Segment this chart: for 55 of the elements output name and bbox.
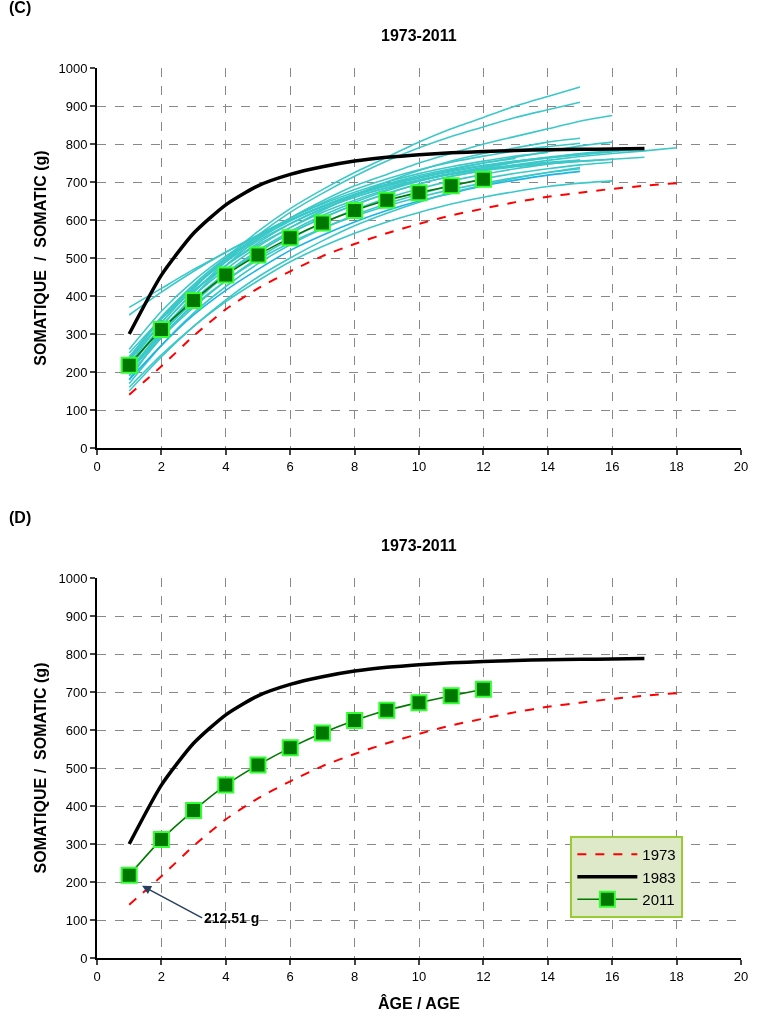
x-tick-label: 0 bbox=[93, 458, 101, 474]
annotation: 212.51 g bbox=[204, 910, 260, 926]
y-tick-label: 300 bbox=[65, 326, 88, 342]
chart-title: 1973-2011 bbox=[381, 27, 457, 44]
x-tick-label: 2 bbox=[157, 458, 166, 474]
y-tick-label: 900 bbox=[65, 608, 88, 624]
y-tick-label: 700 bbox=[65, 684, 88, 700]
y-tick-label: 1000 bbox=[58, 570, 88, 586]
x-tick-label: 18 bbox=[669, 968, 684, 984]
x-tick-label: 4 bbox=[222, 458, 230, 474]
y-tick-label: 0 bbox=[80, 950, 88, 966]
y-tick-label: 500 bbox=[65, 250, 88, 266]
x-tick-label: 6 bbox=[286, 458, 294, 474]
y-tick-label: 400 bbox=[65, 798, 88, 814]
x-tick-label: 16 bbox=[604, 968, 620, 984]
legend-label: 1983 bbox=[642, 868, 676, 886]
y-tick-label: 600 bbox=[65, 212, 88, 228]
y-tick-label: 300 bbox=[65, 836, 88, 852]
y-tick-label: 0 bbox=[80, 440, 88, 456]
y-tick-label: 500 bbox=[65, 760, 88, 776]
y-tick-label: 200 bbox=[65, 364, 88, 380]
x-tick-label: 10 bbox=[411, 968, 427, 984]
text: (D) bbox=[9, 509, 32, 526]
x-tick-label: 20 bbox=[733, 458, 749, 474]
legend-label: 2011 bbox=[642, 891, 675, 909]
x-tick-label: 16 bbox=[604, 458, 620, 474]
y-tick-label: 600 bbox=[65, 722, 88, 738]
x-tick-label: 2 bbox=[157, 968, 166, 984]
y-tick-label: 100 bbox=[65, 402, 88, 418]
x-tick-label: 14 bbox=[540, 968, 556, 984]
y-tick-label: 900 bbox=[65, 98, 88, 114]
x-tick-label: 0 bbox=[93, 968, 101, 984]
x-tick-label: 10 bbox=[411, 458, 427, 474]
y-tick-label: 800 bbox=[65, 646, 88, 662]
y-tick-label: 100 bbox=[65, 912, 88, 928]
x-tick-label: 4 bbox=[222, 968, 230, 984]
x-tick-label: 18 bbox=[669, 458, 684, 474]
x-tick-label: 6 bbox=[286, 968, 294, 984]
x-tick-label: 12 bbox=[476, 968, 491, 984]
chart-title: 1973-2011 bbox=[381, 537, 457, 554]
y-axis-title: SOMATIQUE / SOMATIC (g) bbox=[31, 662, 49, 874]
x-tick-label: 8 bbox=[350, 968, 359, 984]
x-tick-label: 14 bbox=[540, 458, 556, 474]
y-tick-label: 1000 bbox=[58, 60, 88, 76]
x-axis-title: ÂGE / AGE bbox=[377, 993, 461, 1012]
text: (C) bbox=[9, 0, 32, 16]
x-tick-label: 20 bbox=[733, 968, 749, 984]
x-tick-label: 8 bbox=[350, 458, 359, 474]
y-axis-title: SOMATIQUE / SOMATIC (g) bbox=[31, 150, 49, 366]
y-tick-label: 800 bbox=[65, 136, 88, 152]
x-tick-label: 12 bbox=[476, 458, 491, 474]
y-tick-label: 400 bbox=[65, 288, 88, 304]
y-tick-label: 700 bbox=[65, 174, 88, 190]
y-tick-label: 200 bbox=[65, 874, 88, 890]
legend-label: 1973 bbox=[642, 846, 676, 864]
